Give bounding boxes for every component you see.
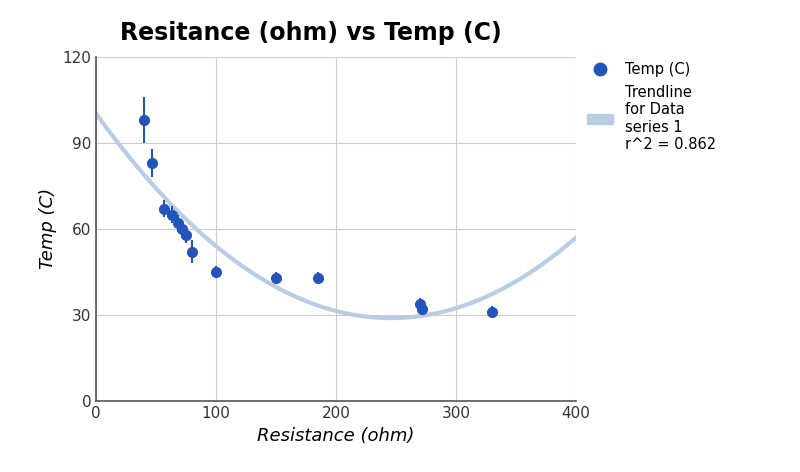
Legend: Temp (C), Trendline
for Data
series 1
r^2 = 0.862: Temp (C), Trendline for Data series 1 r^… bbox=[581, 57, 722, 158]
Text: Resitance (ohm) vs Temp (C): Resitance (ohm) vs Temp (C) bbox=[120, 21, 502, 45]
Y-axis label: Temp (C): Temp (C) bbox=[38, 188, 57, 270]
X-axis label: Resistance (ohm): Resistance (ohm) bbox=[258, 427, 414, 445]
